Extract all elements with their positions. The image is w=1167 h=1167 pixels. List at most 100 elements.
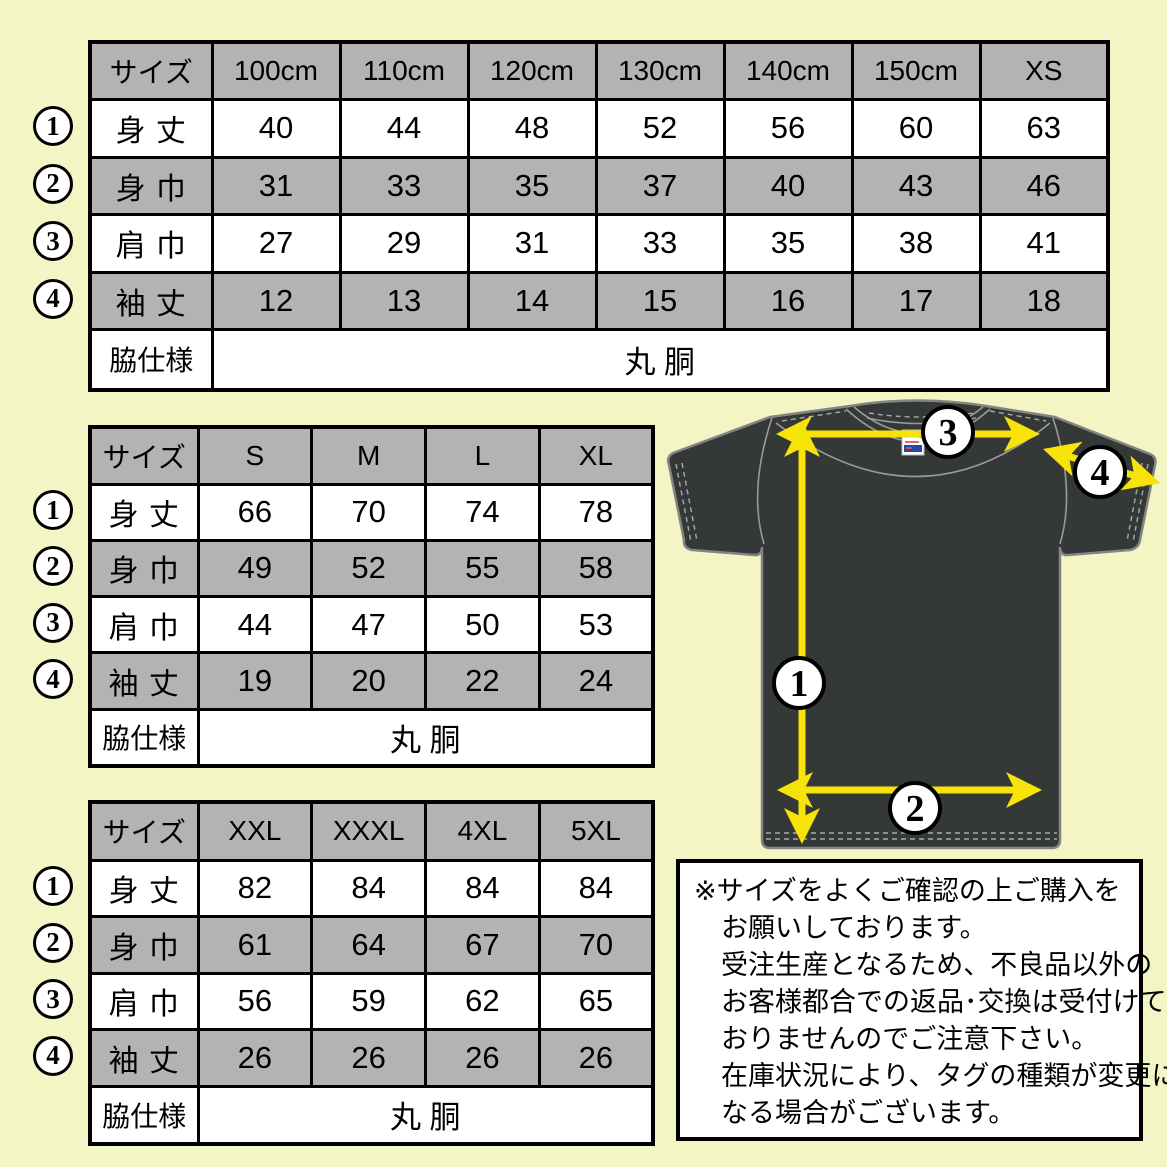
measure-value-cell: 50 xyxy=(424,595,541,655)
measure-value-cell: 49 xyxy=(196,538,314,599)
notice-box: ※サイズをよくご確認の上ご購入を お願いしております。 受注生産となるため、不良… xyxy=(676,859,1167,1141)
measure-value-cell: 56 xyxy=(196,971,314,1031)
measure-value-cell: 44 xyxy=(338,98,470,159)
row-number-badge: 3 xyxy=(33,602,73,643)
measure-row-label: 身 丈 xyxy=(88,482,200,542)
measure-row-label: 肩 巾 xyxy=(88,595,200,655)
row-number-badge: 2 xyxy=(33,922,73,963)
measure-value-cell: 33 xyxy=(338,155,470,216)
measure-row-label: 袖 丈 xyxy=(88,1028,200,1088)
measure-row-label: 袖 丈 xyxy=(88,270,214,331)
row-number-badge: 4 xyxy=(33,278,73,319)
measure-row-label: 身 丈 xyxy=(88,98,214,159)
measure-value-cell: 12 xyxy=(210,270,342,331)
row-number-badge: 3 xyxy=(33,221,73,262)
measure-value-cell: 26 xyxy=(310,1028,427,1088)
measure-value-cell: 29 xyxy=(338,213,470,274)
measure-value-cell: 47 xyxy=(310,595,427,655)
size-column-header: XXL xyxy=(196,800,314,862)
measure-value-cell: 84 xyxy=(537,858,655,918)
size-column-header: 150cm xyxy=(850,40,982,101)
measure-value-cell: 58 xyxy=(537,538,655,599)
measure-row: 身 巾 61 64 67 70 xyxy=(88,915,655,975)
size-table: サイズ S M L XL 身 丈 66 70 74 78 身 巾 49 52 55 58 肩 巾 44 47 50 5… xyxy=(88,425,655,769)
measure-value-cell: 26 xyxy=(196,1028,314,1088)
measure-value-cell: 22 xyxy=(424,651,541,711)
measure-row-label: 身 巾 xyxy=(88,915,200,975)
measure-value-cell: 84 xyxy=(424,858,541,918)
marker-4-digit: 4 xyxy=(1091,452,1110,494)
measure-value-cell: 19 xyxy=(196,651,314,711)
side-spec-value: 丸 胴 xyxy=(196,707,655,768)
measure-value-cell: 35 xyxy=(466,155,598,216)
measure-row: 袖 丈 26 26 26 26 xyxy=(88,1028,655,1088)
size-column-header: 130cm xyxy=(594,40,726,101)
notice-line: なる場合がございます。 xyxy=(721,1098,1016,1128)
measure-value-cell: 65 xyxy=(537,971,655,1031)
size-column-header: 4XL xyxy=(424,800,541,862)
measure-value-cell: 31 xyxy=(466,213,598,274)
measure-row-label: 袖 丈 xyxy=(88,651,200,711)
measure-value-cell: 78 xyxy=(537,482,655,542)
size-column-header: 140cm xyxy=(722,40,854,101)
size-column-header: 100cm xyxy=(210,40,342,101)
notice-line: 在庫状況により、タグの種類が変更に xyxy=(721,1061,1167,1091)
size-header-label: サイズ xyxy=(88,40,214,101)
notice-line: 受注生産となるため、不良品以外の xyxy=(721,950,1153,980)
size-header-label: サイズ xyxy=(88,800,200,862)
measure-value-cell: 67 xyxy=(424,915,541,975)
tshirt-measurement-diagram: 1 2 3 4 xyxy=(666,399,1161,850)
row-number-badge: 4 xyxy=(33,1035,73,1076)
measure-value-cell: 52 xyxy=(594,98,726,159)
row-number-badge: 1 xyxy=(33,106,73,147)
measure-value-cell: 70 xyxy=(537,915,655,975)
measure-row: 肩 巾 56 59 62 65 xyxy=(88,971,655,1031)
size-column-header: L xyxy=(424,425,541,486)
size-table-adult-xxl-5xl: サイズ XXL XXXL 4XL 5XL 身 丈 82 84 84 84 身 巾 61 64 67 70 肩 … xyxy=(88,800,655,1146)
measure-value-cell: 63 xyxy=(978,98,1110,159)
measure-value-cell: 74 xyxy=(424,482,541,542)
measure-value-cell: 40 xyxy=(210,98,342,159)
measure-row-label: 身 丈 xyxy=(88,858,200,918)
size-table-kids: サイズ 100cm 110cm 120cm 130cm 140cm 150cm XS 身 丈 40… xyxy=(88,40,1110,392)
size-column-header: 110cm xyxy=(338,40,470,101)
measure-value-cell: 31 xyxy=(210,155,342,216)
measure-value-cell: 27 xyxy=(210,213,342,274)
measure-row-label: 肩 巾 xyxy=(88,971,200,1031)
measure-value-cell: 26 xyxy=(537,1028,655,1088)
notice-line: お客様都合での返品･交換は受付けて xyxy=(721,987,1167,1017)
row-number-badge: 2 xyxy=(33,546,73,587)
row-number-badge: 4 xyxy=(33,659,73,700)
measure-row: 身 巾 31 33 35 37 40 43 46 xyxy=(88,155,1110,216)
row-number-badge: 2 xyxy=(33,163,73,204)
measure-row: 身 巾 49 52 55 58 xyxy=(88,538,655,599)
size-column-header: 120cm xyxy=(466,40,598,101)
side-spec-label: 脇仕様 xyxy=(88,1084,200,1146)
side-spec-value: 丸 胴 xyxy=(210,328,1110,391)
measure-value-cell: 18 xyxy=(978,270,1110,331)
measure-row-label: 身 巾 xyxy=(88,155,214,216)
tshirt-body xyxy=(666,399,1157,850)
row-number-badge: 1 xyxy=(33,490,73,531)
measure-value-cell: 13 xyxy=(338,270,470,331)
notice-line: お願いしております。 xyxy=(721,913,987,943)
measure-value-cell: 24 xyxy=(537,651,655,711)
size-column-header: XL xyxy=(537,425,655,486)
size-table: サイズ 100cm 110cm 120cm 130cm 140cm 150cm XS 身 丈 40… xyxy=(88,40,1110,392)
size-table: サイズ XXL XXXL 4XL 5XL 身 丈 82 84 84 84 身 巾 61 64 67 70 肩 … xyxy=(88,800,655,1146)
measure-value-cell: 64 xyxy=(310,915,427,975)
measure-value-cell: 70 xyxy=(310,482,427,542)
measure-row: 身 丈 66 70 74 78 xyxy=(88,482,655,542)
measure-value-cell: 43 xyxy=(850,155,982,216)
measure-value-cell: 14 xyxy=(466,270,598,331)
measure-value-cell: 82 xyxy=(196,858,314,918)
row-number-badge: 1 xyxy=(33,866,73,907)
side-spec-value: 丸 胴 xyxy=(196,1084,655,1146)
measure-value-cell: 46 xyxy=(978,155,1110,216)
size-column-header: XXXL xyxy=(310,800,427,862)
row-number-badge: 3 xyxy=(33,979,73,1020)
measure-value-cell: 52 xyxy=(310,538,427,599)
size-table-adult-s-xl: サイズ S M L XL 身 丈 66 70 74 78 身 巾 49 52 55 58 肩 巾 44 47 50 5… xyxy=(88,425,655,769)
measure-value-cell: 35 xyxy=(722,213,854,274)
marker-3-digit: 3 xyxy=(939,412,958,454)
